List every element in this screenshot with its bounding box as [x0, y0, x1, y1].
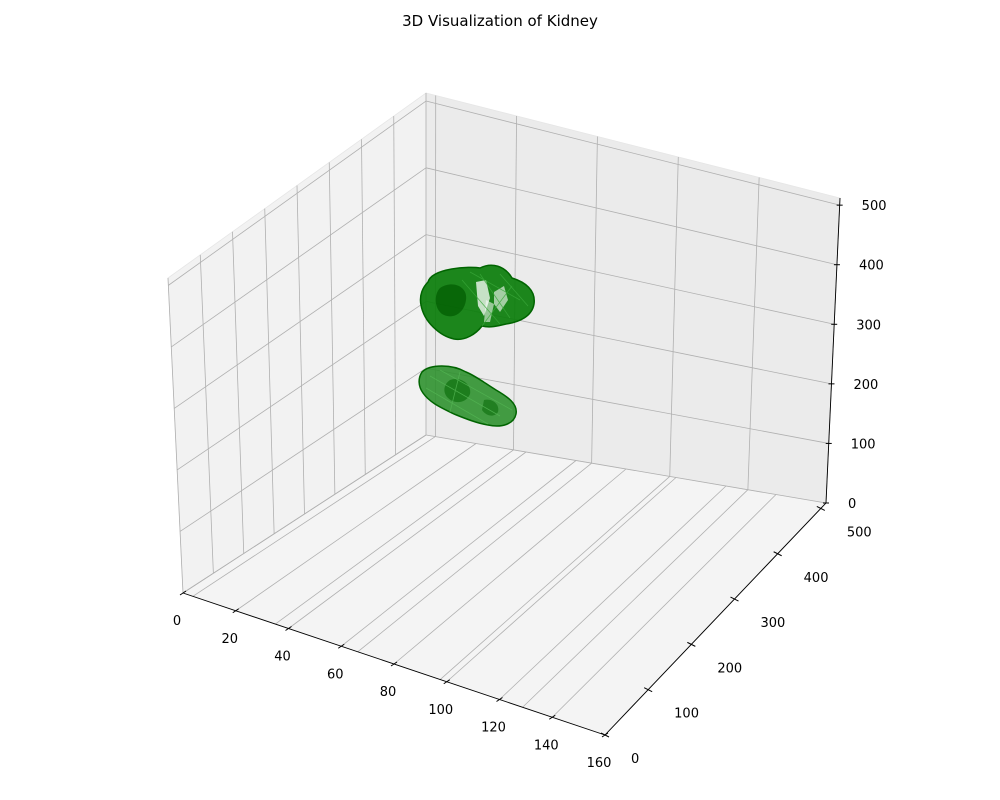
z-gridline-right [425, 100, 840, 206]
lower-kidney-shade [444, 378, 471, 403]
upper-kidney-surface [419, 264, 535, 341]
x-tick [337, 643, 345, 649]
y-tick [687, 641, 696, 647]
z-tick-label: 500 [862, 199, 887, 214]
x-wall-gridline [296, 185, 305, 515]
x-wall-gridline [199, 254, 214, 574]
x-gridline [393, 468, 627, 665]
y-gridline [522, 489, 749, 708]
x-tick [443, 679, 451, 685]
y-tick [643, 687, 653, 693]
chart-title: 3D Visualization of Kidney [402, 12, 598, 30]
z-gridline-left [179, 367, 427, 532]
x-tick [179, 590, 187, 596]
x-tick-label: 160 [587, 756, 612, 771]
z-gridline-left [173, 234, 427, 409]
y-tick-label: 100 [674, 707, 699, 722]
lower-kidney-surface [418, 365, 517, 427]
x-tick-label: 100 [428, 703, 453, 718]
x-tick-label: 60 [327, 667, 344, 682]
y-wall-gridline [747, 177, 760, 490]
x-tick [285, 626, 292, 631]
z-gridline-right [425, 434, 827, 504]
z-gridline-left [168, 100, 427, 286]
gridlines [167, 93, 841, 736]
x-tick-label: 80 [380, 685, 397, 700]
y-wall-gridline [591, 136, 598, 464]
x-tick-label: 40 [274, 650, 291, 665]
z-gridline-right [425, 234, 835, 325]
z-tick-label: 200 [853, 378, 878, 393]
z-axis-line [825, 197, 841, 504]
y-gridline [275, 449, 514, 625]
x-tick [390, 661, 398, 667]
x-tick-label: 120 [481, 721, 506, 736]
upper-kidney-body [419, 264, 535, 341]
y-tick-label: 400 [804, 571, 829, 586]
x-tick-label: 0 [173, 614, 181, 629]
x-tick-label: 140 [534, 738, 559, 753]
x-tick [548, 714, 556, 720]
z-tick-label: 100 [851, 437, 876, 452]
x-gridline [499, 485, 727, 700]
upper-kidney-shade [435, 284, 467, 317]
x-wall-gridline [328, 162, 336, 495]
y-gridline [357, 462, 592, 653]
z-tick-label: 400 [859, 259, 884, 274]
z-gridline-left [182, 434, 427, 594]
axis-tick-labels: 0 20 40 60 80 100 120 140 160 0 100 200 300 400 500 0 10… [173, 199, 887, 771]
axis-ticks [179, 204, 843, 738]
x-gridline [235, 443, 477, 612]
kidney-surfaces [418, 264, 535, 427]
x-wall-gridline [393, 116, 397, 455]
x-tick [496, 697, 503, 702]
z-gridline-left [171, 167, 427, 348]
x-gridline [341, 460, 577, 647]
y-tick-label: 200 [717, 661, 742, 676]
x-gridline [551, 494, 777, 718]
x-wall-gridline [264, 208, 275, 534]
lower-kidney-shade [482, 399, 499, 416]
y-tick [773, 551, 782, 557]
y-tick-label: 500 [847, 525, 872, 540]
x-gridline [446, 477, 677, 683]
y-tick [600, 732, 610, 738]
lower-kidney-mesh [425, 369, 513, 425]
x-wall-gridline [232, 231, 245, 554]
z-tick-label: 0 [848, 497, 856, 512]
axis-panes [167, 92, 841, 736]
z-tick-label: 300 [856, 318, 881, 333]
x-wall-gridline [167, 277, 184, 594]
y-tick-label: 0 [631, 752, 639, 767]
y-tick-label: 300 [760, 616, 785, 631]
y-tick [730, 596, 739, 602]
y-axis-line [604, 502, 827, 736]
y-gridline [192, 436, 436, 597]
upper-kidney-mesh [461, 271, 529, 327]
z-gridline-right [425, 167, 838, 266]
z-gridline-left [176, 301, 427, 471]
x-gridline [288, 451, 527, 629]
x-tick [232, 608, 240, 614]
x-wall-gridline [361, 139, 366, 475]
z-gridline-right [425, 367, 829, 444]
y-tick [816, 505, 826, 511]
y-wall-gridline [669, 156, 679, 477]
x-tick-label: 20 [221, 632, 238, 647]
y-gridline [439, 476, 671, 680]
